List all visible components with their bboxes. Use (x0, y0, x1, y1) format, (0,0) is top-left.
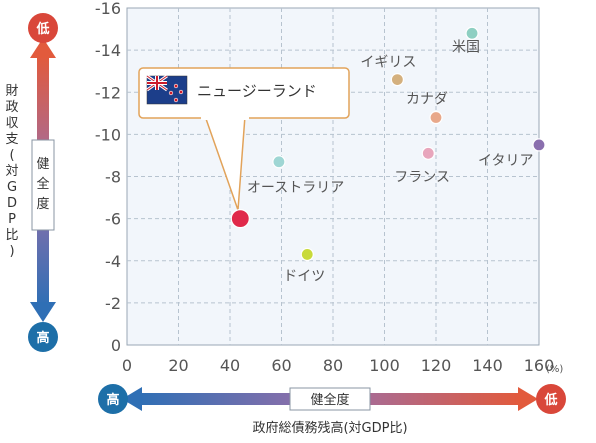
x-tick-label: 160 (524, 356, 555, 375)
callout-join (201, 112, 249, 120)
x-tick-label: 0 (122, 356, 132, 375)
y-tick-label: 0 (111, 336, 121, 355)
point-オーストラリア (272, 155, 286, 169)
y-axis-ticks: -16 -14 -12 -10 -8 -6 -4 -2 0 (95, 0, 121, 355)
point-ニュージーランド (230, 209, 250, 229)
vertical-arrow-down (30, 302, 56, 322)
horizontal-arrow-right (518, 387, 538, 411)
vertical-high-circle (28, 322, 58, 352)
x-tick-label: 100 (369, 356, 400, 375)
point-label: フランス (394, 169, 450, 185)
point-イタリア (532, 138, 546, 152)
horizontal-health-label: 健全度 (310, 392, 349, 408)
y-tick-label: -10 (95, 125, 121, 144)
x-axis-ticks: 0 20 40 60 80 100 120 140 160 (122, 356, 554, 375)
nz-flag-icon (146, 74, 188, 105)
point-フランス (421, 146, 435, 160)
horizontal-low-circle (536, 384, 566, 414)
x-tick-label: 140 (472, 356, 503, 375)
horizontal-high-label: 高 (106, 392, 119, 408)
point-label: ドイツ (283, 268, 325, 284)
point-label: イギリス (360, 55, 416, 71)
point-label: カナダ (406, 92, 448, 108)
y-tick-label: -2 (105, 294, 121, 313)
horizontal-health-indicator: 高 低 健全度 (98, 384, 566, 414)
y-tick-label: -14 (95, 41, 121, 60)
horizontal-high-circle (98, 384, 128, 414)
x-unit-label: (%) (546, 364, 563, 375)
y-axis-title: 財政収支(対 G D P 比) (5, 84, 18, 259)
vertical-health-label: 健全度 (36, 157, 49, 212)
y-tick-label: -16 (95, 0, 121, 18)
callout-label: ニュージーランド (197, 82, 317, 100)
highlight-callout: ニュージーランド (138, 67, 350, 211)
point-label: 米国 (452, 39, 480, 55)
point-イギリス (390, 73, 404, 87)
point-label: イタリア (478, 153, 533, 169)
vertical-arrow-up (30, 38, 56, 58)
point-米国 (465, 26, 479, 40)
x-tick-label: 60 (271, 356, 291, 375)
point-カナダ (429, 110, 443, 125)
point-label: オーストラリア (247, 180, 344, 196)
horizontal-low-label: 低 (543, 392, 557, 408)
x-tick-label: 40 (220, 356, 240, 375)
x-tick-label: 80 (323, 356, 343, 375)
x-axis-title: 政府総債務残高(対GDP比) (252, 420, 407, 436)
horizontal-arrow-left (122, 387, 142, 411)
vertical-health-indicator: 低 高 健全度 (28, 13, 58, 352)
horizontal-health-box (289, 387, 371, 411)
y-tick-label: -8 (105, 168, 121, 187)
vertical-low-label: 低 (35, 21, 49, 37)
y-tick-label: -4 (105, 252, 121, 271)
y-tick-label: -12 (95, 83, 121, 102)
x-tick-label: 20 (168, 356, 188, 375)
y-tick-label: -6 (105, 210, 121, 229)
x-tick-label: 120 (421, 356, 452, 375)
vertical-high-label: 高 (36, 330, 49, 346)
point-ドイツ (300, 247, 314, 262)
vertical-health-box (31, 139, 55, 231)
vertical-low-circle (28, 13, 58, 43)
